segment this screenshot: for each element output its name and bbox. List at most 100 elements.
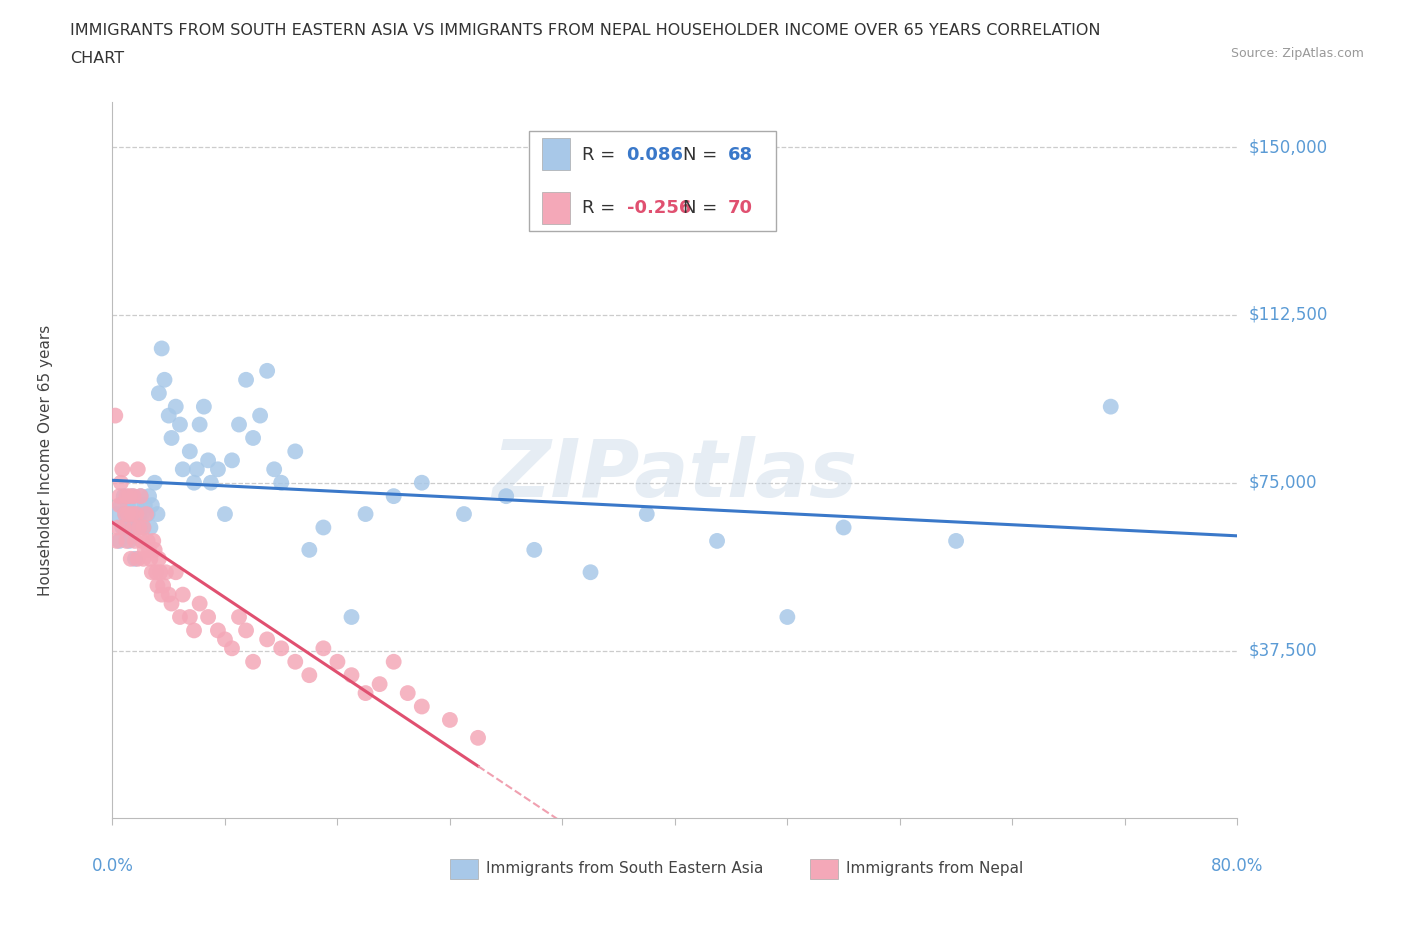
Point [228,417,250,432]
Point [107,520,129,535]
Point [298,542,321,557]
Point [207,462,229,477]
Point [396,685,419,700]
Point [132,551,155,566]
Bar [543,192,571,224]
Text: Source: ZipAtlas.com: Source: ZipAtlas.com [1230,46,1364,60]
Point [124,551,146,566]
Point [179,609,201,624]
Point [284,444,307,458]
Point [115,534,138,549]
Point [121,507,143,522]
Point [228,609,250,624]
Point [120,507,142,522]
Point [155,565,177,579]
Point [138,542,160,557]
Point [172,587,194,602]
Text: ZIPatlas: ZIPatlas [492,435,858,513]
Point [139,551,162,566]
Text: R =: R = [582,146,620,164]
Point [108,488,131,503]
Point [354,507,377,522]
Point [110,475,132,490]
Point [150,587,173,602]
Point [152,578,174,593]
Point [235,372,257,387]
Point [263,462,285,477]
Point [579,565,602,579]
Point [129,488,152,503]
Point [183,475,205,490]
Text: Householder Income Over 65 years: Householder Income Over 65 years [38,325,53,596]
Point [146,507,169,522]
Point [411,699,433,714]
Point [495,488,517,503]
Point [117,507,139,522]
Point [340,668,363,683]
Point [411,475,433,490]
Point [467,730,489,745]
Point [124,534,146,549]
Point [179,444,201,458]
Point [127,520,149,535]
Point [121,488,143,503]
Point [108,498,131,512]
Point [111,462,134,477]
Point [118,488,141,503]
Point [122,488,145,503]
Point [120,551,142,566]
Point [148,386,170,401]
Text: 80.0%: 80.0% [1211,857,1264,875]
Bar [810,858,838,879]
Point [160,596,183,611]
Text: CHART: CHART [70,51,124,66]
Point [128,520,150,535]
Point [160,431,183,445]
Text: N =: N = [683,199,723,217]
Point [382,655,405,670]
Point [165,399,187,414]
Point [125,507,148,522]
Point [776,609,799,624]
Point [127,551,149,566]
Point [134,542,156,557]
Point [945,534,967,549]
Point [523,542,546,557]
Text: 0.0%: 0.0% [91,857,134,875]
Text: 68: 68 [728,146,752,164]
Point [188,417,211,432]
Point [200,475,222,490]
Point [105,507,128,522]
Point [117,498,139,512]
Point [142,534,165,549]
Point [110,498,132,512]
Text: IMMIGRANTS FROM SOUTH EASTERN ASIA VS IMMIGRANTS FROM NEPAL HOUSEHOLDER INCOME O: IMMIGRANTS FROM SOUTH EASTERN ASIA VS IM… [70,23,1101,38]
Point [157,408,180,423]
Point [326,655,349,670]
Point [270,641,292,656]
Point [112,520,135,535]
Point [256,364,278,379]
Point [221,641,243,656]
Point [132,520,155,535]
Point [165,565,187,579]
Point [141,565,163,579]
Point [706,534,728,549]
Point [284,655,307,670]
Text: $150,000: $150,000 [1249,138,1327,156]
Point [242,431,264,445]
Point [207,623,229,638]
Point [141,498,163,512]
Bar [450,858,478,879]
Point [193,399,215,414]
Point [135,507,157,522]
Point [129,488,152,503]
Point [146,578,169,593]
Point [134,498,156,512]
Point [143,475,166,490]
Point [354,685,377,700]
Point [136,507,159,522]
Point [131,507,153,522]
Point [340,609,363,624]
Point [153,372,176,387]
